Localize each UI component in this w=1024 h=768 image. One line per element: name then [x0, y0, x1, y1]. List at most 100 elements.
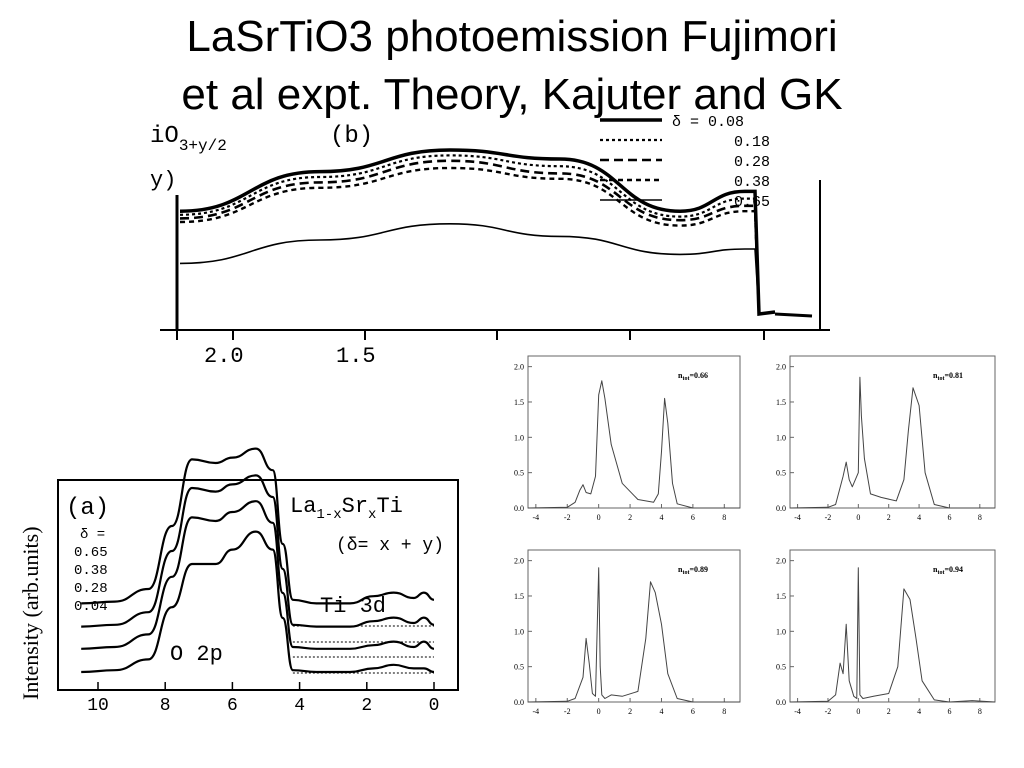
panel-b-label: (b): [330, 123, 373, 150]
dos-xtick-label: -4: [533, 513, 540, 522]
dos-xtick-label: 6: [691, 513, 695, 522]
dos-ytick-label: 1.0: [514, 627, 524, 636]
dos-curve: [527, 567, 740, 703]
panel-a-delta-value: 0.04: [74, 599, 108, 615]
panel-b-series-line: [179, 148, 776, 316]
legend-label: 0.18: [734, 134, 770, 151]
dos-filling-label: ntot=0.81: [933, 371, 963, 382]
dos-xtick-label: 2: [887, 707, 891, 716]
dos-xtick-label: -2: [825, 707, 832, 716]
dos-curve: [789, 567, 996, 703]
dos-frame: [789, 549, 996, 703]
panel-a-delta-value: 0.65: [74, 545, 108, 561]
panel-a-ylabel: Intensity (arb.units): [18, 526, 43, 700]
panel-a-formula: La1-xSrxTi: [290, 494, 403, 523]
panel-a-xtick-label: 2: [361, 696, 372, 716]
panel-a-delta-header: δ =: [80, 527, 105, 543]
panel-a-delta-value: 0.38: [74, 563, 108, 579]
legend-label: 0.38: [734, 174, 770, 191]
dos-ytick-label: 0.5: [776, 469, 786, 478]
dos-xtick-label: 8: [722, 513, 726, 522]
dos-ytick-label: 0.5: [514, 469, 524, 478]
dos-xtick-label: -2: [564, 707, 571, 716]
panel-b-xtick-label: 1.5: [336, 344, 376, 369]
dos-xtick-label: 8: [978, 513, 982, 522]
dos-ytick-label: 1.0: [776, 433, 786, 442]
dos-ytick-label: 1.5: [514, 592, 524, 601]
dos-ytick-label: 2.0: [776, 557, 786, 566]
dos-ytick-label: 2.0: [514, 363, 524, 372]
dos-panels: 0.0 0.5 1.0 1.5 2.0 -4 -2 0 2 4 6 8 ntot=0.66 0.0 0.5 1…: [514, 355, 996, 716]
panel-b-tail: [774, 312, 813, 318]
panel-b-series-line: [179, 222, 776, 315]
dos-xtick-label: 4: [917, 513, 921, 522]
slide-title-line-1: LaSrTiO3 photoemission Fujimori: [186, 12, 838, 61]
panel-b-ylabel-fragment: y): [150, 168, 176, 193]
dos-ytick-label: 1.5: [514, 398, 524, 407]
dos-frame: [789, 355, 996, 509]
panel-a-label: (a): [66, 495, 109, 522]
dos-ytick-label: 0.5: [776, 663, 786, 672]
dos-ytick-label: 2.0: [514, 557, 524, 566]
dos-ytick-label: 1.5: [776, 398, 786, 407]
dos-filling-label: ntot=0.94: [933, 565, 963, 576]
dos-ytick-label: 2.0: [776, 363, 786, 372]
panel-a-xtick-label: 10: [87, 696, 109, 716]
dos-xtick-label: 0: [597, 707, 601, 716]
panel-a-xtick-label: 6: [227, 696, 238, 716]
dos-filling-label: ntot=0.66: [678, 371, 708, 382]
slide-title-line-2: et al expt. Theory, Kajuter and GK: [181, 70, 843, 119]
dos-xtick-label: 4: [659, 707, 663, 716]
dos-curve: [527, 380, 740, 509]
dos-ytick-label: 1.0: [776, 627, 786, 636]
panel-a-delta-value: 0.28: [74, 581, 108, 597]
panel-a-series-line: [81, 474, 435, 628]
dos-curve: [789, 376, 995, 509]
dos-panel: 0.0 0.5 1.0 1.5 2.0 -4 -2 0 2 4 6 8 ntot=0.89: [514, 549, 741, 716]
dos-xtick-label: 4: [659, 513, 663, 522]
dos-ytick-label: 0.0: [514, 698, 524, 707]
dos-filling-label: ntot=0.89: [678, 565, 708, 576]
dos-xtick-label: 2: [628, 513, 632, 522]
panel-a-frame: [57, 479, 459, 691]
panel-a-xtick-label: 0: [429, 696, 440, 716]
panel-b-legend: δ = 0.080.180.280.380.65: [600, 114, 770, 211]
panel-a-condition: (δ= x + y): [336, 536, 444, 556]
dos-xtick-label: 2: [887, 513, 891, 522]
panel-b-series-line: [179, 154, 776, 316]
dos-xtick-label: -2: [825, 513, 832, 522]
dos-xtick-label: 6: [947, 707, 951, 716]
dos-frame: [527, 549, 741, 703]
panel-a-series-group: [81, 447, 435, 674]
annotation-o2p: O 2p: [170, 642, 223, 667]
panel-a-xtick-label: 4: [294, 696, 305, 716]
dos-ytick-label: 1.0: [514, 433, 524, 442]
dos-xtick-label: 6: [691, 707, 695, 716]
dos-xtick-label: 8: [722, 707, 726, 716]
annotation-ti3d: Ti 3d: [320, 594, 386, 619]
dos-xtick-label: -2: [564, 513, 571, 522]
panel-b-background: [150, 110, 830, 365]
panel-b-series-group: [179, 148, 813, 318]
legend-label: 0.65: [734, 194, 770, 211]
dos-xtick-label: 6: [947, 513, 951, 522]
panel-a-xtick-label: 8: [160, 696, 171, 716]
panel-b-xtick-label: 2.0: [204, 344, 244, 369]
panel-a-series-line: [81, 447, 435, 605]
panel-a-series-line: [81, 530, 435, 674]
dos-panel: 0.0 0.5 1.0 1.5 2.0 -4 -2 0 2 4 6 8 ntot=0.81: [776, 355, 996, 522]
legend-label: 0.28: [734, 154, 770, 171]
panel-b-formula: iO3+y/2: [150, 123, 227, 155]
panel-a-series-line: [81, 500, 435, 650]
dos-ytick-label: 0.0: [514, 504, 524, 513]
dos-xtick-label: 4: [917, 707, 921, 716]
panel-b-series-line: [179, 166, 776, 316]
dos-xtick-label: 2: [628, 707, 632, 716]
dos-ytick-label: 0.0: [776, 504, 786, 513]
dos-ytick-label: 1.5: [776, 592, 786, 601]
dos-xtick-label: 0: [597, 513, 601, 522]
dos-ytick-label: 0.5: [514, 663, 524, 672]
dos-xtick-label: 0: [856, 707, 860, 716]
dos-panel: 0.0 0.5 1.0 1.5 2.0 -4 -2 0 2 4 6 8 ntot=0.94: [776, 549, 996, 716]
panel-a-xticks: 10 8 6 4 2 0: [87, 682, 439, 716]
